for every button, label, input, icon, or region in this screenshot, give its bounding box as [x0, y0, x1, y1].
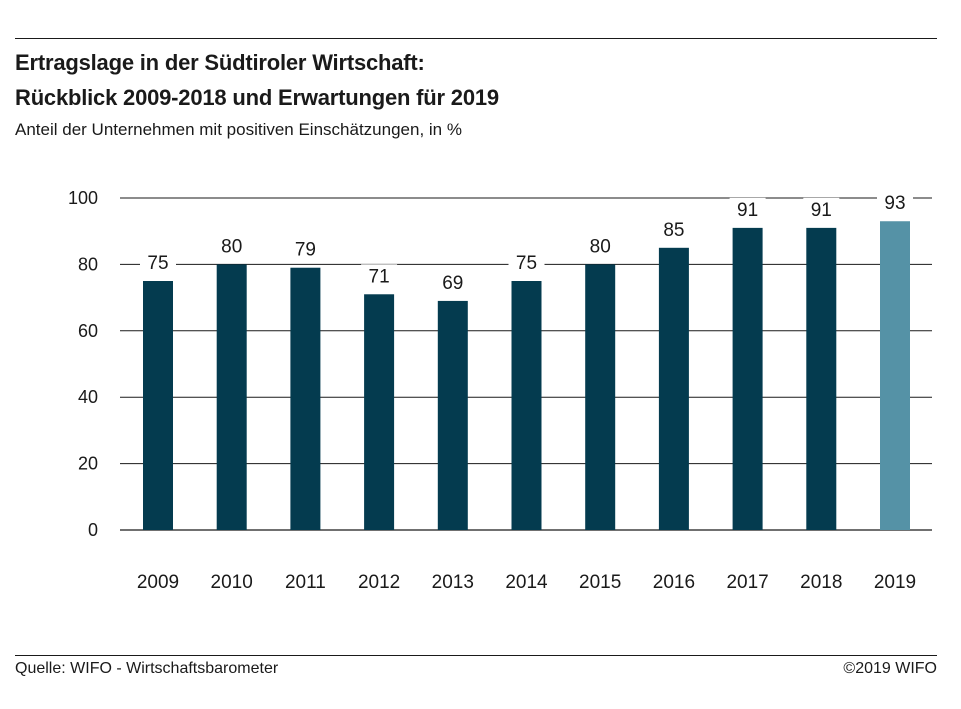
value-label-backing	[287, 237, 324, 260]
x-tick-label: 2011	[285, 572, 326, 593]
bar	[880, 221, 910, 531]
value-label-backing	[140, 251, 176, 273]
x-tick-label: 2012	[358, 572, 400, 593]
value-label-backing	[803, 197, 840, 220]
chart-subtitle: Anteil der Unternehmen mit positiven Ein…	[15, 120, 462, 139]
value-label: 91	[737, 200, 758, 221]
value-label: 80	[221, 236, 242, 257]
value-label-backing	[361, 264, 398, 287]
chart-title-line1: Ertragslage in der Südtiroler Wirtschaft…	[15, 50, 425, 75]
x-tick-label: 2010	[211, 572, 253, 593]
x-tick-label: 2019	[874, 572, 916, 593]
bar	[732, 227, 763, 530]
bar	[806, 227, 837, 530]
value-label-backing	[434, 270, 471, 293]
bar	[585, 264, 616, 530]
value-label: 79	[295, 240, 316, 261]
bar	[364, 294, 395, 530]
y-tick-label: 80	[78, 254, 98, 274]
source-note: Quelle: WIFO - Wirtschaftsbarometer	[15, 660, 279, 677]
value-label-backing	[213, 234, 250, 257]
x-tick-label: 2015	[579, 572, 621, 593]
chart-title-line2: Rückblick 2009-2018 und Erwartungen für …	[15, 85, 499, 110]
y-tick-label: 60	[78, 321, 98, 341]
bar	[290, 267, 321, 530]
copyright-note: ©2019 WIFO	[843, 660, 937, 677]
value-label: 85	[663, 220, 684, 241]
value-label: 71	[369, 266, 390, 287]
value-label: 75	[516, 253, 537, 274]
x-tick-label: 2014	[505, 572, 548, 593]
value-label: 93	[884, 193, 905, 214]
value-label-backing	[729, 197, 766, 220]
x-tick-label: 2018	[800, 572, 842, 593]
y-tick-label: 20	[78, 454, 98, 474]
value-label: 75	[147, 253, 168, 274]
x-tick-label: 2017	[726, 572, 768, 593]
value-label-backing	[655, 217, 692, 240]
value-label: 91	[811, 200, 832, 221]
y-tick-label: 100	[68, 188, 98, 208]
x-tick-label: 2009	[137, 572, 179, 593]
value-label: 69	[442, 273, 463, 294]
value-label-backing	[582, 234, 619, 257]
value-label-backing	[877, 191, 913, 214]
x-tick-label: 2013	[432, 572, 474, 593]
bottom-rule	[15, 655, 937, 656]
value-label: 80	[590, 236, 611, 257]
y-tick-label: 0	[88, 520, 98, 540]
top-rule	[15, 38, 937, 39]
bar	[216, 264, 247, 530]
y-tick-label: 40	[78, 387, 98, 407]
value-label-backing	[508, 251, 545, 273]
x-tick-label: 2016	[653, 572, 695, 593]
bar	[437, 300, 468, 530]
bar	[143, 281, 173, 530]
bar	[511, 281, 542, 530]
bar	[658, 247, 689, 531]
